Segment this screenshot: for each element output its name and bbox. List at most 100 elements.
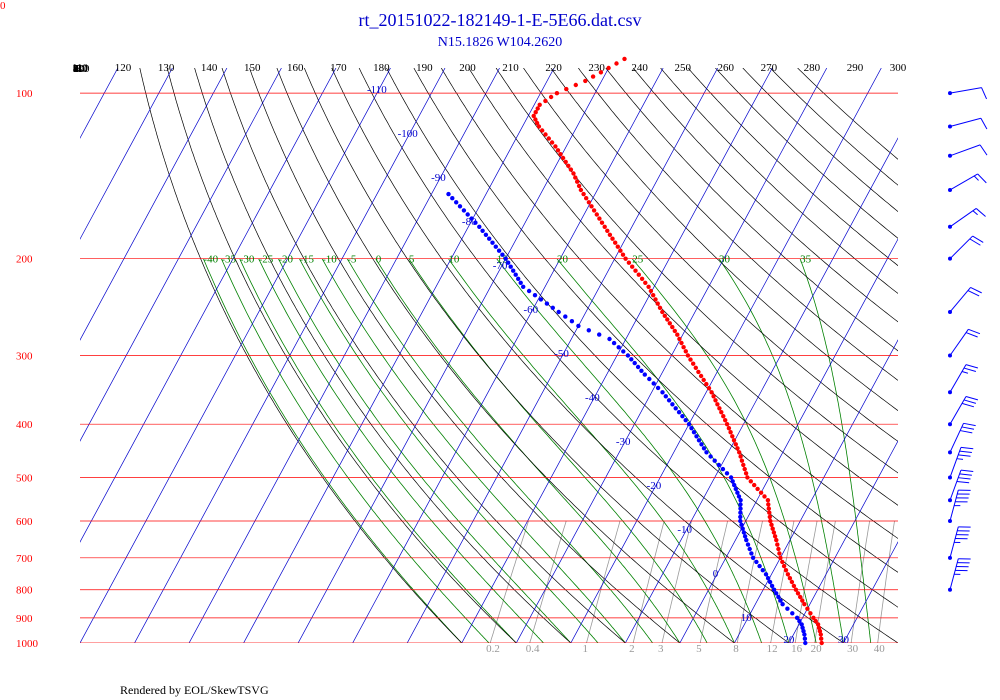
dewpoint-point [735, 490, 740, 495]
wind-barb-half-flag [961, 371, 969, 374]
chart-title: rt_20151022-182149-1-E-5E66.dat.csv [358, 10, 642, 30]
dry-adiabat-label: 90 [73, 63, 85, 75]
temperature-point [738, 454, 743, 459]
wind-barb-half-flag [973, 175, 979, 181]
mixing-ratio-label: 1 [582, 643, 588, 655]
moist-adiabat-label: 5 [409, 254, 415, 266]
dewpoint-point [655, 385, 661, 391]
dewpoint-point [774, 591, 779, 596]
top-scale-label: 190 [416, 62, 433, 74]
dewpoint-point [732, 482, 737, 488]
dewpoint-point [802, 636, 808, 641]
dry-adiabat-label: -10 [73, 63, 88, 75]
temperature-point [630, 264, 635, 269]
wind-barb-flag [959, 473, 972, 476]
moist-adiabat [631, 258, 817, 643]
dewpoint-point [680, 414, 685, 419]
temperature-point [766, 506, 771, 511]
dewpoint-point [651, 381, 656, 386]
temperature-point [543, 98, 548, 104]
dry-adiabat-label: 30 [73, 63, 85, 75]
dry-adiabat-label: 80 [73, 63, 85, 75]
wind-barb-flag [981, 87, 988, 100]
dewpoint-point [500, 252, 505, 257]
dewpoint-point [569, 319, 575, 324]
dewpoint-point [745, 542, 751, 547]
wind-barb-staff [949, 364, 967, 393]
temperature-point [623, 256, 628, 261]
top-scale-label: 220 [545, 62, 562, 74]
wind-barb-staff [949, 447, 962, 478]
temperature-point [787, 576, 793, 581]
dewpoint-point [508, 264, 513, 269]
temperature-point [731, 438, 737, 443]
temperature-point [672, 328, 677, 334]
wind-barb-flag [958, 454, 971, 457]
temperature-point [614, 61, 619, 66]
temperature-point [571, 171, 576, 176]
dry-adiabat-label: 10 [73, 63, 85, 75]
isotherm-label: -30 [616, 436, 631, 448]
temperature-point [819, 636, 824, 641]
wind-barb-staff [949, 235, 973, 260]
top-scale-label: 240 [631, 62, 648, 74]
dewpoint-point [521, 284, 526, 289]
wind-barbs [948, 87, 988, 592]
temperature-point [597, 216, 602, 221]
wind-barb [948, 422, 976, 455]
moist-adiabat [448, 258, 735, 643]
temperature-point [670, 324, 675, 330]
wind-barb-flag [965, 396, 979, 401]
moist-adiabat [278, 258, 572, 643]
wind-barb [948, 558, 971, 592]
temperature-point [785, 572, 791, 577]
wind-barb-flag [960, 446, 974, 450]
temperature-point [713, 398, 718, 403]
temperature-point [553, 144, 558, 149]
dewpoint-point [586, 328, 591, 333]
temperature-point [573, 175, 578, 180]
temperature-point [795, 591, 801, 596]
pressure-label: 300 [16, 351, 33, 363]
mixing-ratio-label: 2 [629, 643, 635, 655]
dewpoint-point [446, 191, 451, 197]
dewpoint-point [477, 224, 482, 229]
temperature-point [533, 117, 538, 122]
temperature-point [679, 340, 684, 346]
temperature-point [768, 518, 773, 524]
temperature-point [723, 418, 728, 423]
moist-adiabat-label: -10 [322, 254, 337, 266]
isotherm-label: -10 [677, 524, 692, 536]
temperature-point [767, 514, 772, 520]
dewpoint-point [771, 587, 777, 592]
dry-adiabat-label: 100 [73, 63, 90, 75]
temperature-point [724, 422, 730, 427]
temperature-point [660, 309, 665, 315]
dewpoint-point [660, 390, 665, 395]
temperature-point [535, 106, 540, 111]
temperature-point [554, 91, 560, 96]
dry-adiabat [687, 68, 898, 267]
mixing-ratio-label: 40 [874, 643, 886, 655]
pressure-label: 200 [16, 254, 33, 266]
dewpoint-point [454, 200, 459, 205]
wind-barb-flag [963, 367, 977, 372]
dewpoint-point [670, 402, 675, 407]
dewpoint-point [632, 360, 637, 366]
dewpoint-point [538, 297, 544, 302]
wind-barb-flag [959, 450, 972, 453]
dewpoint-point [803, 640, 808, 646]
isotherm-label: 0 [713, 568, 719, 580]
top-scale-label: 180 [373, 62, 390, 74]
temperature-point [706, 386, 712, 391]
dewpoint-point [480, 228, 485, 233]
temperature-point [618, 248, 623, 253]
isotherm-label: -110 [367, 84, 387, 96]
temperature-point [733, 442, 738, 447]
dewpoint-point [532, 293, 538, 298]
wind-barb [948, 117, 988, 130]
temperature-point [728, 430, 733, 435]
isotherm-label: 30 [838, 634, 850, 646]
temperature-point [721, 414, 726, 419]
moist-adiabat-label: -25 [259, 254, 274, 266]
